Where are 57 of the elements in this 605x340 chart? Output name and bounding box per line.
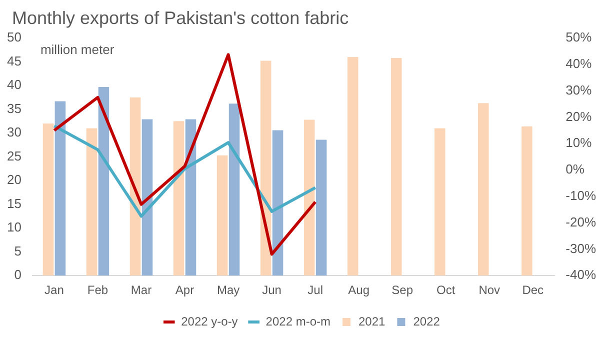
y2-tick-label: -40% bbox=[566, 267, 596, 282]
y-tick-label: 50 bbox=[6, 30, 22, 45]
bar bbox=[304, 120, 315, 276]
x-tick-label: Jun bbox=[262, 283, 282, 298]
x-tick-label: Jan bbox=[44, 283, 64, 298]
x-tick-label: Sep bbox=[392, 283, 414, 298]
y2-tick-label: 30% bbox=[566, 82, 592, 98]
bar bbox=[142, 119, 153, 276]
legend-label: 2022 bbox=[413, 314, 440, 328]
bar bbox=[347, 57, 358, 276]
bar bbox=[185, 119, 196, 276]
bar bbox=[54, 101, 66, 276]
y2-tick-label: -30% bbox=[566, 240, 596, 256]
y2-tick-label: -10% bbox=[566, 188, 596, 203]
y-tick-label: 35 bbox=[6, 100, 22, 116]
y-tick-label: 15 bbox=[6, 196, 22, 211]
bar bbox=[522, 126, 532, 276]
y2-tick-label: 0% bbox=[566, 162, 585, 177]
y2-tick-label: 50% bbox=[566, 30, 592, 45]
y-axis-title: million meter bbox=[40, 42, 115, 58]
x-tick-label: Nov bbox=[478, 283, 500, 298]
bar bbox=[316, 140, 327, 276]
legend-label: 2021 bbox=[358, 314, 386, 328]
x-tick-label: Feb bbox=[87, 283, 108, 298]
x-tick-label: Dec bbox=[522, 283, 544, 298]
bar bbox=[173, 121, 184, 276]
bar bbox=[228, 104, 240, 276]
x-tick-label: May bbox=[216, 283, 240, 298]
y2-tick-label: 40% bbox=[566, 56, 592, 71]
y-tick-label: 5 bbox=[14, 243, 22, 258]
x-tick-label: Oct bbox=[436, 283, 456, 298]
bar bbox=[98, 86, 110, 276]
y-tick-label: 30 bbox=[6, 124, 22, 140]
y-tick-label: 0 bbox=[14, 267, 22, 282]
legend-label: 2022 m-o-m bbox=[266, 314, 330, 328]
legend-label: 2022 y-o-y bbox=[181, 314, 238, 328]
bar bbox=[272, 130, 284, 276]
y-tick-label: 45 bbox=[6, 53, 22, 68]
x-tick-label: Mar bbox=[130, 283, 152, 298]
bar bbox=[390, 58, 402, 276]
x-tick-label: Apr bbox=[175, 283, 194, 298]
y-tick-label: 25 bbox=[6, 148, 22, 164]
y-tick-label: 20 bbox=[6, 172, 22, 188]
x-tick-label: Jul bbox=[308, 283, 323, 298]
bar bbox=[478, 103, 489, 276]
bar bbox=[434, 128, 446, 276]
bar bbox=[42, 124, 54, 276]
y-tick-label: 10 bbox=[6, 220, 22, 235]
y-tick-label: 40 bbox=[6, 77, 22, 92]
y2-tick-label: -20% bbox=[566, 214, 596, 230]
y2-tick-label: 20% bbox=[566, 108, 592, 124]
y2-tick-label: 10% bbox=[566, 135, 592, 150]
bar bbox=[130, 97, 141, 276]
bar bbox=[216, 155, 228, 276]
x-tick-label: Aug bbox=[348, 283, 370, 298]
bar bbox=[86, 128, 98, 276]
chart-title: Monthly exports of Pakistan's cotton fabric bbox=[12, 8, 349, 29]
